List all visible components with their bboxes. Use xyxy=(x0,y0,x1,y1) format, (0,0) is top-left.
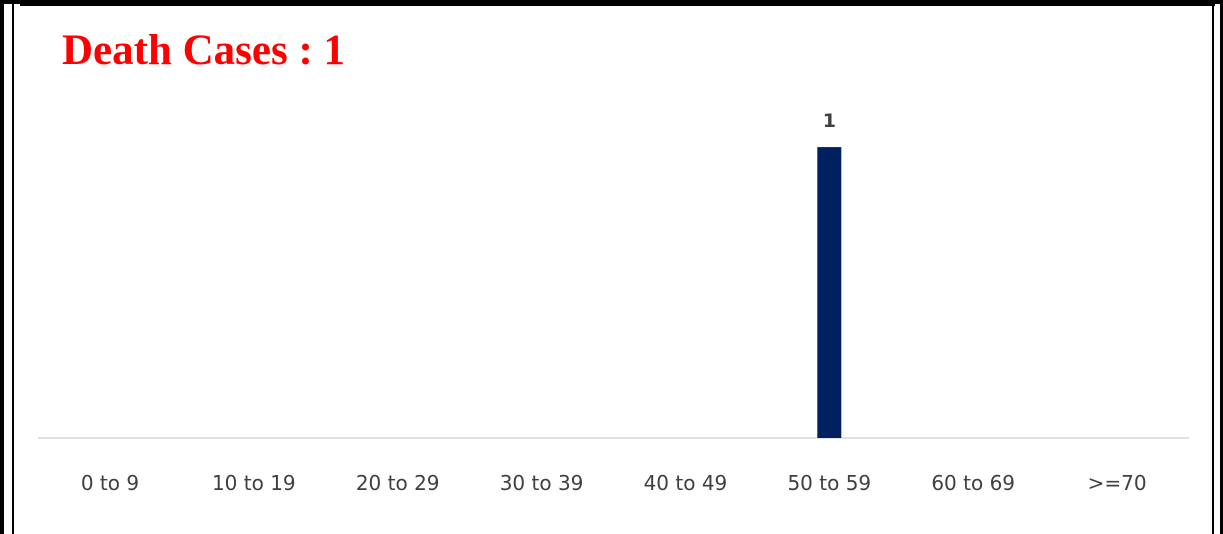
x-tick-label: 20 to 29 xyxy=(356,471,440,495)
x-tick-label: 30 to 39 xyxy=(500,471,584,495)
frame-inner-right-line xyxy=(1212,4,1214,534)
bar-5 xyxy=(817,147,842,438)
data-label: 1 xyxy=(823,110,836,132)
chart-title: Death Cases : 1 xyxy=(62,27,346,74)
x-tick-labels-group: 0 to 9 10 to 19 20 to 29 30 to 39 40 to 49 50… xyxy=(81,471,1147,495)
x-tick-label: >=70 xyxy=(1088,471,1147,495)
x-tick-label: 40 to 49 xyxy=(644,471,728,495)
x-tick-label: 10 to 19 xyxy=(212,471,296,495)
x-tick-label: 0 to 9 xyxy=(81,471,139,495)
x-tick-label: 50 to 59 xyxy=(787,471,871,495)
x-tick-label: 60 to 69 xyxy=(931,471,1015,495)
frame-inner-left-line xyxy=(12,4,14,534)
data-labels-group: 1 xyxy=(823,110,836,132)
bars-group xyxy=(817,147,842,438)
frame-inner-top-line xyxy=(20,4,1215,6)
